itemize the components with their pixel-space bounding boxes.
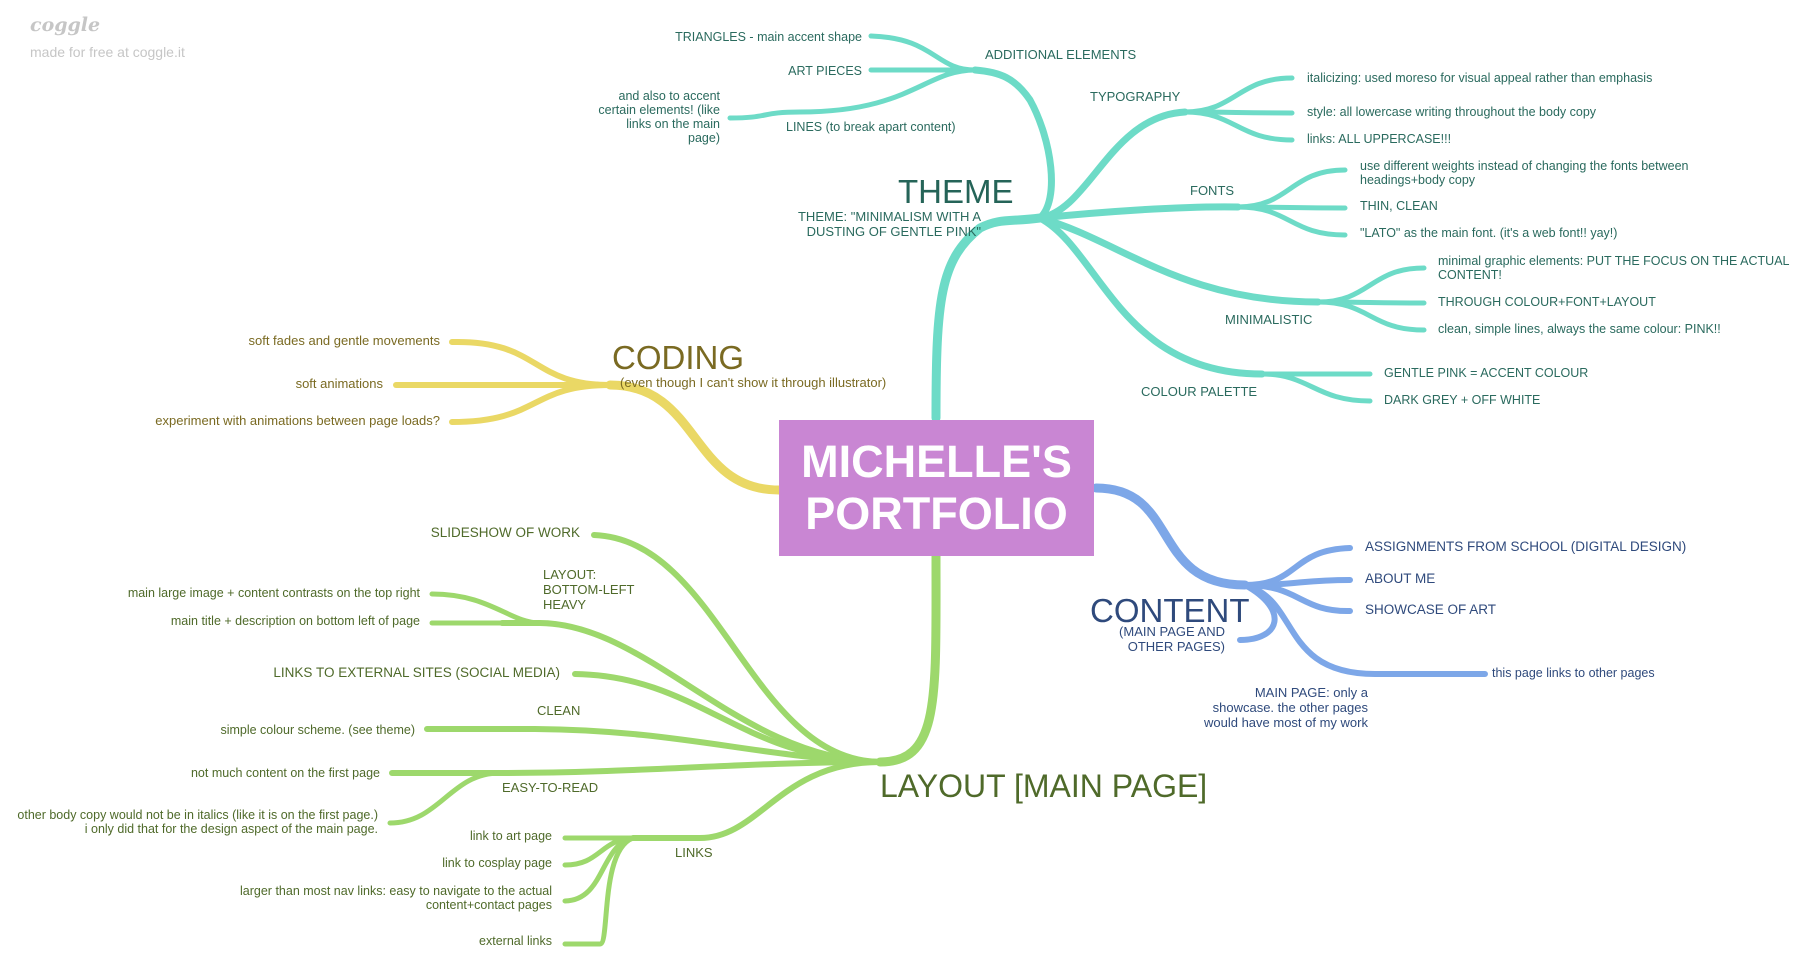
colour-palette-label[interactable]: COLOUR PALETTE [1141,384,1258,399]
main-page-child[interactable]: this page links to other pages [1492,666,1655,680]
palette-item-grey[interactable]: DARK GREY + OFF WHITE [1384,393,1541,407]
minimalistic-item-lines[interactable]: clean, simple lines, always the same col… [1438,322,1721,336]
minimalistic-item-graphics[interactable]: minimal graphic elements: PUT THE FOCUS … [1438,254,1790,282]
palette-item-pink[interactable]: GENTLE PINK = ACCENT COLOUR [1384,366,1589,380]
bottom-left-item-title[interactable]: main title + description on bottom left … [170,614,420,628]
coding-item-animations[interactable]: soft animations [295,376,383,391]
typography-label[interactable]: TYPOGRAPHY [1090,89,1181,104]
content-item-about-me[interactable]: ABOUT ME [1365,571,1436,586]
minimalistic-item-through[interactable]: THROUGH COLOUR+FONT+LAYOUT [1438,295,1656,309]
links-item-art[interactable]: link to art page [470,829,552,843]
links-item-external[interactable]: external links [479,934,552,948]
additional-elements-label[interactable]: ADDITIONAL ELEMENTS [985,47,1137,62]
content-branch-lines [1091,483,1488,677]
links-label[interactable]: LINKS [675,845,713,860]
fonts-label[interactable]: FONTS [1190,183,1235,198]
main-page-label[interactable]: MAIN PAGE: only a showcase. the other pa… [1203,685,1368,730]
typography-item-links[interactable]: links: ALL UPPERCASE!!! [1307,132,1452,146]
easy-item-content[interactable]: not much content on the first page [190,766,380,780]
typography-item-lowercase[interactable]: style: all lowercase writing throughout … [1307,105,1597,119]
clean-item[interactable]: simple colour scheme. (see theme) [220,723,415,737]
content-subtitle: (MAIN PAGE AND OTHER PAGES) [1119,624,1225,654]
triangles-item[interactable]: TRIANGLES - main accent shape [675,30,862,44]
coding-item-fades[interactable]: soft fades and gentle movements [248,333,440,348]
fonts-item-lato[interactable]: "LATO" as the main font. (it's a web fon… [1360,226,1618,240]
art-pieces-item[interactable]: ART PIECES [788,64,862,78]
minimalistic-label[interactable]: MINIMALISTIC [1225,312,1313,327]
easy-item-body-copy[interactable]: other body copy would not be in italics … [17,808,378,836]
external-sites-item[interactable]: LINKS TO EXTERNAL SITES (SOCIAL MEDIA) [273,665,560,680]
clean-label[interactable]: CLEAN [537,703,581,718]
layout-branch-lines [387,532,941,947]
bottom-left-item-image[interactable]: main large image + content contrasts on … [127,586,420,600]
lines-item[interactable]: LINES (to break apart content) [786,120,956,134]
slideshow-item[interactable]: SLIDESHOW OF WORK [430,525,580,540]
coggle-logo: coggle [30,14,101,36]
coding-item-experiment[interactable]: experiment with animations between page … [155,413,440,428]
coding-subtitle: (even though I can't show it through ill… [620,375,887,390]
theme-branch-lines [727,33,1427,423]
easy-to-read-label[interactable]: EASY-TO-READ [502,780,599,795]
theme-title[interactable]: THEME [898,173,1014,210]
coding-title[interactable]: CODING [612,339,744,376]
content-item-assignments[interactable]: ASSIGNMENTS FROM SCHOOL (DIGITAL DESIGN) [1365,539,1687,554]
root-node[interactable]: MICHELLE'S PORTFOLIO [779,420,1094,556]
fonts-item-weights[interactable]: use different weights instead of changin… [1360,159,1689,187]
fonts-item-thin[interactable]: THIN, CLEAN [1360,199,1438,213]
content-title[interactable]: CONTENT [1090,592,1250,629]
links-item-nav[interactable]: larger than most nav links: easy to navi… [240,884,552,912]
content-item-showcase[interactable]: SHOWCASE OF ART [1365,602,1497,617]
typography-item-italics[interactable]: italicizing: used moreso for visual appe… [1307,71,1653,85]
coding-branch-lines [393,338,784,495]
links-item-cosplay[interactable]: link to cosplay page [442,856,552,870]
lines-note: and also to accent certain elements! (li… [598,89,720,145]
theme-subtitle: THEME: "MINIMALISM WITH A DUSTING OF GEN… [797,209,981,239]
layout-title[interactable]: LAYOUT [MAIN PAGE] [880,768,1208,804]
bottom-left-label[interactable]: LAYOUT: BOTTOM-LEFT HEAVY [543,567,635,612]
watermark-text: made for free at coggle.it [30,44,185,60]
